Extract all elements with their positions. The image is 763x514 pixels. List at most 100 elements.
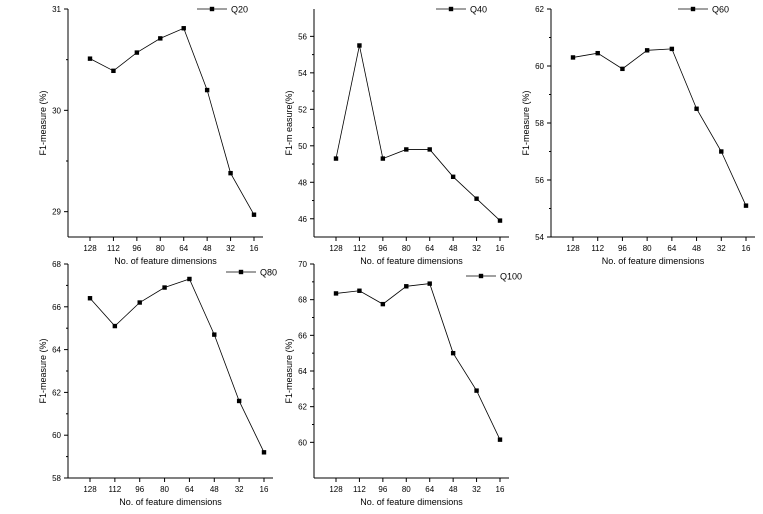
legend-label: Q80 [260, 268, 277, 278]
x-tick-label: 96 [378, 244, 387, 253]
y-tick-label: 58 [535, 119, 544, 128]
chart-panel-1: 29 30 31 128 112 96 80 64 48 32 16 No. of feature d… [38, 5, 263, 266]
x-tick-label: 32 [472, 244, 481, 253]
y-tick-label: 66 [298, 331, 307, 340]
data-point [333, 291, 339, 296]
data-point [228, 170, 233, 176]
legend-marker [448, 6, 454, 12]
x-tick-label: 16 [250, 244, 259, 253]
chart-panel-2: 46 48 50 52 54 56 128 112 96 80 64 48 32 16 No. of fea… [284, 5, 509, 266]
data-point [251, 212, 257, 217]
legend-marker [209, 6, 215, 12]
y-axis-title: F1-m easure(%) [284, 90, 294, 155]
y-tick-label: 52 [298, 105, 307, 114]
data-point [204, 87, 210, 93]
y-axis-title: F1-measure (%) [284, 338, 294, 403]
legend-marker [478, 273, 484, 279]
x-tick-label: 32 [235, 485, 244, 494]
x-tick-label: 96 [378, 485, 387, 494]
data-point [427, 281, 432, 286]
data-point [694, 106, 699, 111]
x-tick-label: 32 [472, 485, 481, 494]
x-tick-label: 80 [156, 244, 165, 253]
data-point [333, 156, 339, 161]
y-tick-label: 60 [298, 438, 307, 447]
data-point [570, 55, 576, 60]
x-tick-label: 48 [449, 485, 458, 494]
y-tick-label: 30 [52, 106, 61, 115]
data-point [111, 68, 116, 74]
x-tick-label: 128 [329, 485, 343, 494]
x-axis-title: No. of feature dimensions [360, 256, 463, 266]
data-point [212, 332, 217, 337]
x-tick-label: 64 [425, 244, 434, 253]
y-tick-label: 31 [52, 5, 61, 14]
x-tick-label: 64 [179, 244, 188, 253]
x-tick-label: 16 [496, 244, 505, 253]
data-point [644, 48, 650, 53]
x-axis-title: No. of feature dimensions [602, 256, 705, 266]
series-line-Q80 [89, 278, 265, 453]
x-tick-label: 64 [425, 485, 434, 494]
data-point [595, 50, 600, 56]
y-tick-label: 56 [298, 32, 307, 41]
y-axis-title: F1-measure (%) [38, 90, 48, 155]
legend-marker [238, 269, 244, 275]
x-tick-label: 32 [717, 244, 726, 253]
x-axis-title: No. of feature dimensions [114, 256, 217, 266]
x-tick-label: 48 [692, 244, 701, 253]
y-tick-label: 66 [52, 303, 61, 312]
data-point [404, 284, 409, 289]
data-point [162, 285, 167, 290]
data-point [380, 301, 386, 307]
data-point [357, 43, 362, 48]
x-tick-label: 64 [667, 244, 676, 253]
x-tick-label: 112 [353, 244, 366, 253]
x-tick-label: 96 [132, 244, 141, 253]
data-point [87, 56, 93, 61]
data-point [404, 147, 409, 152]
legend-label: Q100 [500, 272, 522, 282]
data-point [497, 437, 503, 442]
y-tick-label: 46 [298, 215, 307, 224]
x-tick-label: 128 [566, 244, 580, 253]
x-tick-label: 16 [496, 485, 505, 494]
y-tick-label: 64 [298, 367, 307, 376]
data-point [187, 276, 192, 282]
data-point [158, 36, 163, 41]
data-point [87, 296, 93, 301]
y-tick-label: 62 [298, 403, 307, 412]
x-tick-label: 112 [107, 244, 120, 253]
x-tick-label: 16 [742, 244, 751, 253]
chart-panel-4: 58 60 62 64 66 68 128 112 96 80 64 48 32 16 No. of fea… [38, 260, 277, 507]
legend-label: Q40 [470, 5, 487, 15]
y-tick-label: 58 [52, 474, 61, 483]
x-tick-label: 128 [329, 244, 343, 253]
y-tick-label: 56 [535, 176, 544, 185]
x-tick-label: 48 [203, 244, 212, 253]
x-tick-label: 112 [108, 485, 121, 494]
legend-label: Q60 [712, 5, 729, 15]
data-point [181, 26, 186, 31]
x-tick-label: 80 [643, 244, 652, 253]
x-tick-label: 32 [226, 244, 235, 253]
data-point [474, 196, 479, 201]
x-tick-label: 128 [83, 244, 97, 253]
y-tick-label: 54 [298, 69, 307, 78]
x-tick-label: 80 [160, 485, 169, 494]
y-tick-label: 54 [535, 233, 544, 242]
data-point [719, 149, 724, 154]
legend-marker [690, 6, 696, 12]
data-point [743, 203, 749, 208]
data-point [497, 218, 503, 223]
x-tick-label: 128 [83, 485, 97, 494]
data-point [669, 46, 675, 52]
x-tick-label: 48 [210, 485, 219, 494]
legend-label: Q20 [231, 5, 248, 15]
data-point [137, 300, 142, 305]
x-tick-label: 112 [591, 244, 604, 253]
x-tick-label: 80 [402, 485, 411, 494]
data-point [112, 323, 118, 329]
x-tick-label: 16 [260, 485, 269, 494]
